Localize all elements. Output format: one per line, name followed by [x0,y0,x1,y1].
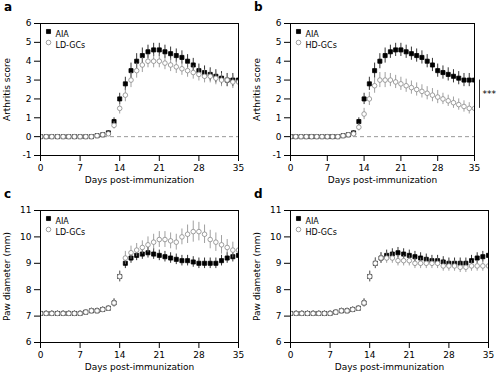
svg-text:3: 3 [276,75,282,85]
svg-text:Arthritis score: Arthritis score [2,58,12,122]
svg-text:21: 21 [404,350,415,360]
html-text:c: c [4,187,12,201]
html-text:a: a [4,0,13,14]
svg-text:28: 28 [193,163,205,173]
svg-text:7: 7 [276,311,282,321]
html-text:d: d [254,187,263,201]
svg-text:7: 7 [77,350,83,360]
svg-text:AIA: AIA [306,30,320,39]
svg-text:4: 4 [276,56,282,66]
svg-text:HD-GCs: HD-GCs [306,41,337,50]
svg-text:10: 10 [270,232,282,242]
svg-text:LD-GCs: LD-GCs [56,41,86,50]
svg-text:0: 0 [26,132,32,142]
svg-text:2: 2 [276,94,282,104]
svg-text:11: 11 [20,205,31,215]
svg-text:7: 7 [327,350,333,360]
svg-text:21: 21 [154,350,165,360]
svg-text:AIA: AIA [306,217,320,226]
svg-text:***: *** [483,89,497,99]
svg-text:6: 6 [26,337,32,347]
svg-text:Days post-immunization: Days post-immunization [335,362,444,372]
svg-text:35: 35 [233,163,244,173]
svg-text:Arthritis score: Arthritis score [252,58,262,122]
svg-text:14: 14 [358,163,370,173]
svg-text:8: 8 [26,285,32,295]
svg-text:Days post-immunization: Days post-immunization [85,175,194,185]
svg-text:0: 0 [38,350,44,360]
svg-text:0: 0 [38,163,44,173]
html-text:b: b [254,0,263,14]
svg-text:6: 6 [26,18,32,28]
svg-text:AIA: AIA [56,30,70,39]
svg-text:28: 28 [193,350,205,360]
svg-text:14: 14 [114,350,126,360]
svg-text:9: 9 [26,258,32,268]
svg-text:11: 11 [270,205,281,215]
svg-text:1: 1 [26,113,32,123]
svg-text:35: 35 [469,163,480,173]
svg-text:AIA: AIA [56,217,70,226]
svg-text:4: 4 [26,56,32,66]
svg-text:Paw diameter (mm): Paw diameter (mm) [252,232,262,321]
svg-text:28: 28 [443,350,455,360]
svg-text:6: 6 [276,337,282,347]
svg-text:0: 0 [288,350,294,360]
svg-text:7: 7 [324,163,330,173]
svg-text:35: 35 [483,350,494,360]
svg-text:2: 2 [26,94,32,104]
svg-text:Paw diameter (mm): Paw diameter (mm) [2,232,12,321]
svg-text:28: 28 [432,163,444,173]
svg-text:35: 35 [233,350,244,360]
svg-text:0: 0 [276,132,282,142]
svg-text:HD-GCs: HD-GCs [306,228,337,237]
svg-text:10: 10 [20,232,32,242]
svg-text:7: 7 [77,163,83,173]
svg-text:14: 14 [364,350,376,360]
svg-text:1: 1 [276,113,282,123]
svg-text:LD-GCs: LD-GCs [56,228,86,237]
svg-text:5: 5 [26,37,32,47]
svg-text:3: 3 [26,75,32,85]
svg-text:8: 8 [276,285,282,295]
svg-text:21: 21 [395,163,406,173]
svg-text:21: 21 [154,163,165,173]
svg-text:Days post-immunization: Days post-immunization [85,362,194,372]
svg-text:9: 9 [276,258,282,268]
svg-text:0: 0 [288,163,294,173]
svg-text:14: 14 [114,163,126,173]
svg-text:-1: -1 [273,150,282,160]
svg-text:5: 5 [276,37,282,47]
svg-text:7: 7 [26,311,32,321]
svg-text:-1: -1 [23,150,32,160]
svg-text:Days post-immunization: Days post-immunization [328,175,437,185]
svg-text:6: 6 [276,18,282,28]
